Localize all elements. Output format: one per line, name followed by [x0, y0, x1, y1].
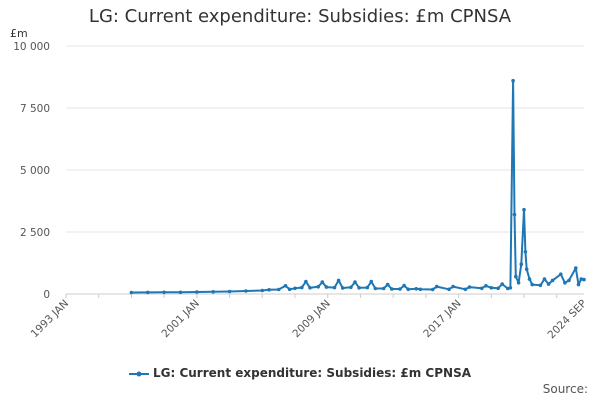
x-tick-label: 2009 JAN	[290, 298, 332, 340]
data-point	[484, 284, 488, 288]
legend[interactable]: LG: Current expenditure: Subsidies: £m C…	[0, 366, 600, 380]
y-tick-label: 7 500	[20, 103, 50, 115]
data-point	[489, 286, 494, 290]
data-point	[414, 287, 419, 291]
x-tick-label: 2001 JAN	[160, 298, 202, 340]
y-tick-label: 2 500	[20, 227, 50, 239]
data-point	[574, 266, 578, 270]
data-point	[524, 267, 529, 272]
x-tick-label: 1993 JAN	[29, 298, 71, 340]
data-point	[211, 290, 215, 294]
data-point	[336, 278, 341, 283]
data-point	[293, 286, 297, 291]
data-point	[283, 284, 288, 288]
data-point	[369, 279, 374, 284]
data-point	[512, 212, 517, 217]
data-point	[522, 207, 526, 212]
series-line	[131, 79, 585, 294]
data-point	[146, 290, 150, 295]
data-point	[373, 286, 378, 291]
data-point	[500, 282, 505, 286]
data-point	[430, 287, 435, 292]
data-point	[162, 290, 166, 295]
legend-swatch	[128, 371, 149, 376]
data-point	[365, 285, 370, 290]
data-point	[406, 287, 411, 292]
x-axis-ticks: 1993 JAN 2001 JAN 2009 JAN 2017 JAN 2024 SEP	[29, 294, 589, 341]
data-point	[300, 285, 304, 290]
data-point	[353, 280, 357, 284]
data-point	[546, 282, 551, 286]
data-point	[357, 286, 361, 290]
data-point	[467, 285, 472, 289]
data-point	[381, 286, 386, 291]
chart-title: LG: Current expenditure: Subsidies: £m C…	[88, 6, 512, 27]
data-point	[514, 274, 518, 279]
data-point	[385, 282, 390, 287]
x-tick-label: 2017 JAN	[421, 298, 463, 340]
data-point	[542, 277, 547, 281]
data-point	[480, 286, 484, 291]
data-point	[538, 283, 543, 288]
y-axis-unit-label: £m	[10, 27, 28, 40]
x-tick-label: 2024 SEP	[545, 298, 589, 342]
y-tick-label: 0	[43, 289, 50, 301]
data-point	[516, 281, 521, 285]
y-tick-label: 10 000	[13, 41, 50, 53]
data-point	[559, 272, 563, 277]
data-point	[550, 278, 555, 283]
data-point	[349, 285, 353, 290]
data-point	[267, 288, 271, 292]
data-point	[463, 287, 468, 292]
data-point	[563, 281, 567, 285]
source-label: Source:	[542, 382, 588, 396]
data-point	[244, 289, 248, 293]
data-point	[527, 277, 532, 281]
data-point	[402, 283, 406, 288]
y-axis-ticks: 0 2 500 5 000 7 500 10 000	[13, 41, 50, 301]
gridlines	[66, 45, 584, 295]
series-layer	[129, 78, 586, 295]
data-point	[519, 262, 524, 267]
data-point	[129, 290, 134, 295]
data-point	[451, 284, 455, 289]
data-point	[496, 286, 500, 291]
data-point	[308, 286, 312, 290]
y-tick-label: 5 000	[20, 165, 50, 177]
data-point	[332, 285, 337, 290]
data-point	[418, 287, 423, 292]
data-point	[227, 289, 232, 294]
data-point	[324, 285, 329, 289]
data-point	[340, 286, 345, 290]
data-point	[576, 282, 581, 287]
data-point	[435, 284, 439, 289]
data-point	[398, 287, 402, 291]
data-point	[511, 78, 515, 83]
data-point	[195, 290, 199, 294]
data-point	[582, 277, 586, 282]
legend-label: LG: Current expenditure: Subsidies: £m C…	[152, 366, 472, 380]
data-point	[508, 286, 513, 290]
data-point	[505, 286, 510, 291]
data-point	[530, 282, 534, 287]
data-point	[567, 278, 571, 283]
data-point	[276, 287, 281, 292]
data-point	[178, 290, 183, 295]
data-point	[287, 287, 292, 292]
data-point	[320, 280, 325, 284]
data-point	[579, 277, 584, 281]
data-point	[316, 285, 321, 289]
data-point	[523, 250, 528, 254]
data-point	[390, 287, 394, 291]
data-point	[304, 279, 308, 284]
data-point	[260, 288, 265, 293]
data-point	[447, 287, 451, 292]
